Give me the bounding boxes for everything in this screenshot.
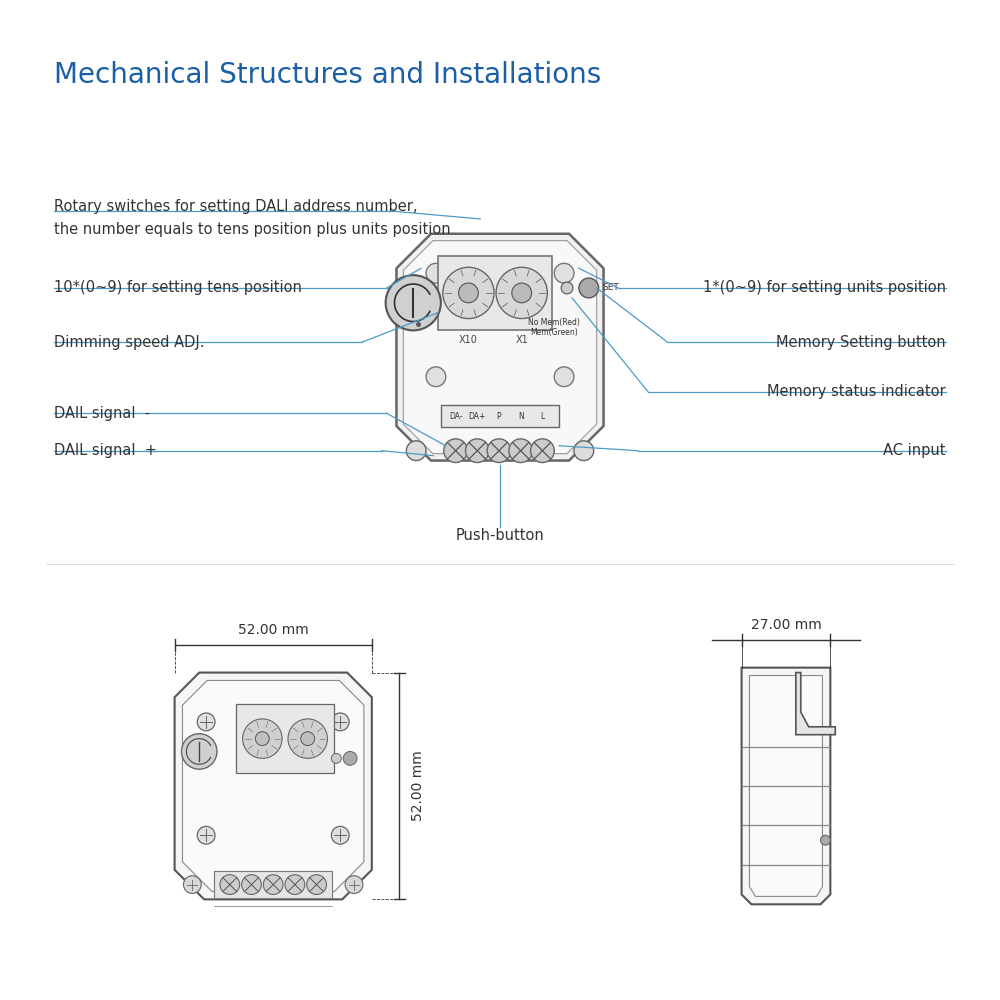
Circle shape	[181, 734, 217, 769]
Text: No Mem(Red)
Mem(Green): No Mem(Red) Mem(Green)	[528, 318, 580, 337]
Text: the number equals to tens position plus units position: the number equals to tens position plus …	[54, 222, 451, 237]
Text: Memory Setting button: Memory Setting button	[776, 335, 946, 350]
Text: Memory status indicator: Memory status indicator	[767, 384, 946, 399]
Circle shape	[331, 753, 341, 763]
Text: AC input: AC input	[883, 443, 946, 458]
Circle shape	[331, 713, 349, 731]
Circle shape	[220, 875, 240, 894]
Circle shape	[496, 267, 547, 319]
Polygon shape	[749, 676, 822, 896]
Circle shape	[197, 826, 215, 844]
Circle shape	[263, 875, 283, 894]
Text: P: P	[497, 412, 501, 421]
Circle shape	[288, 719, 327, 758]
Circle shape	[197, 713, 215, 731]
Circle shape	[426, 367, 446, 387]
Text: Mechanical Structures and Installations: Mechanical Structures and Installations	[54, 61, 602, 89]
Bar	[441, 405, 559, 427]
Bar	[236, 704, 334, 773]
Polygon shape	[403, 241, 597, 454]
Polygon shape	[175, 673, 372, 899]
Text: DAIL signal  -: DAIL signal -	[54, 406, 150, 421]
Text: 10*(0~9) for setting tens position: 10*(0~9) for setting tens position	[54, 280, 302, 295]
Circle shape	[820, 835, 830, 845]
Text: L: L	[540, 412, 545, 421]
Text: X10: X10	[459, 335, 478, 345]
Circle shape	[465, 439, 489, 463]
Circle shape	[512, 283, 532, 303]
Polygon shape	[182, 680, 364, 891]
Bar	[438, 256, 552, 330]
Circle shape	[426, 263, 446, 283]
Circle shape	[307, 875, 326, 894]
Text: 27.00 mm: 27.00 mm	[751, 618, 821, 632]
Polygon shape	[396, 234, 604, 461]
Text: DAIL signal  +: DAIL signal +	[54, 443, 157, 458]
Circle shape	[345, 876, 363, 893]
Bar	[214, 871, 332, 898]
Circle shape	[554, 263, 574, 283]
Circle shape	[386, 275, 441, 330]
Circle shape	[243, 719, 282, 758]
Text: Push-button: Push-button	[456, 528, 544, 543]
Text: Rotary switches for setting DALI address number,: Rotary switches for setting DALI address…	[54, 199, 418, 214]
Circle shape	[579, 278, 599, 298]
Polygon shape	[796, 673, 835, 735]
Circle shape	[509, 439, 533, 463]
Text: DA-: DA-	[449, 412, 462, 421]
Circle shape	[242, 875, 261, 894]
Circle shape	[459, 283, 478, 303]
Polygon shape	[742, 668, 830, 904]
Circle shape	[331, 826, 349, 844]
Text: SET: SET	[603, 283, 619, 292]
Circle shape	[574, 441, 594, 461]
Circle shape	[561, 282, 573, 294]
Text: 52.00 mm: 52.00 mm	[411, 751, 425, 821]
Circle shape	[531, 439, 554, 463]
Circle shape	[301, 732, 315, 746]
Circle shape	[554, 367, 574, 387]
Circle shape	[343, 751, 357, 765]
Circle shape	[183, 876, 201, 893]
Circle shape	[255, 732, 269, 746]
Circle shape	[285, 875, 305, 894]
Text: 52.00 mm: 52.00 mm	[238, 623, 309, 637]
Text: 1*(0~9) for setting units position: 1*(0~9) for setting units position	[703, 280, 946, 295]
Circle shape	[443, 267, 494, 319]
Circle shape	[444, 439, 467, 463]
Text: Dimming speed ADJ.: Dimming speed ADJ.	[54, 335, 205, 350]
Text: DA+: DA+	[469, 412, 486, 421]
Text: N: N	[518, 412, 524, 421]
Circle shape	[406, 441, 426, 461]
Circle shape	[487, 439, 511, 463]
Text: X1: X1	[515, 335, 528, 345]
